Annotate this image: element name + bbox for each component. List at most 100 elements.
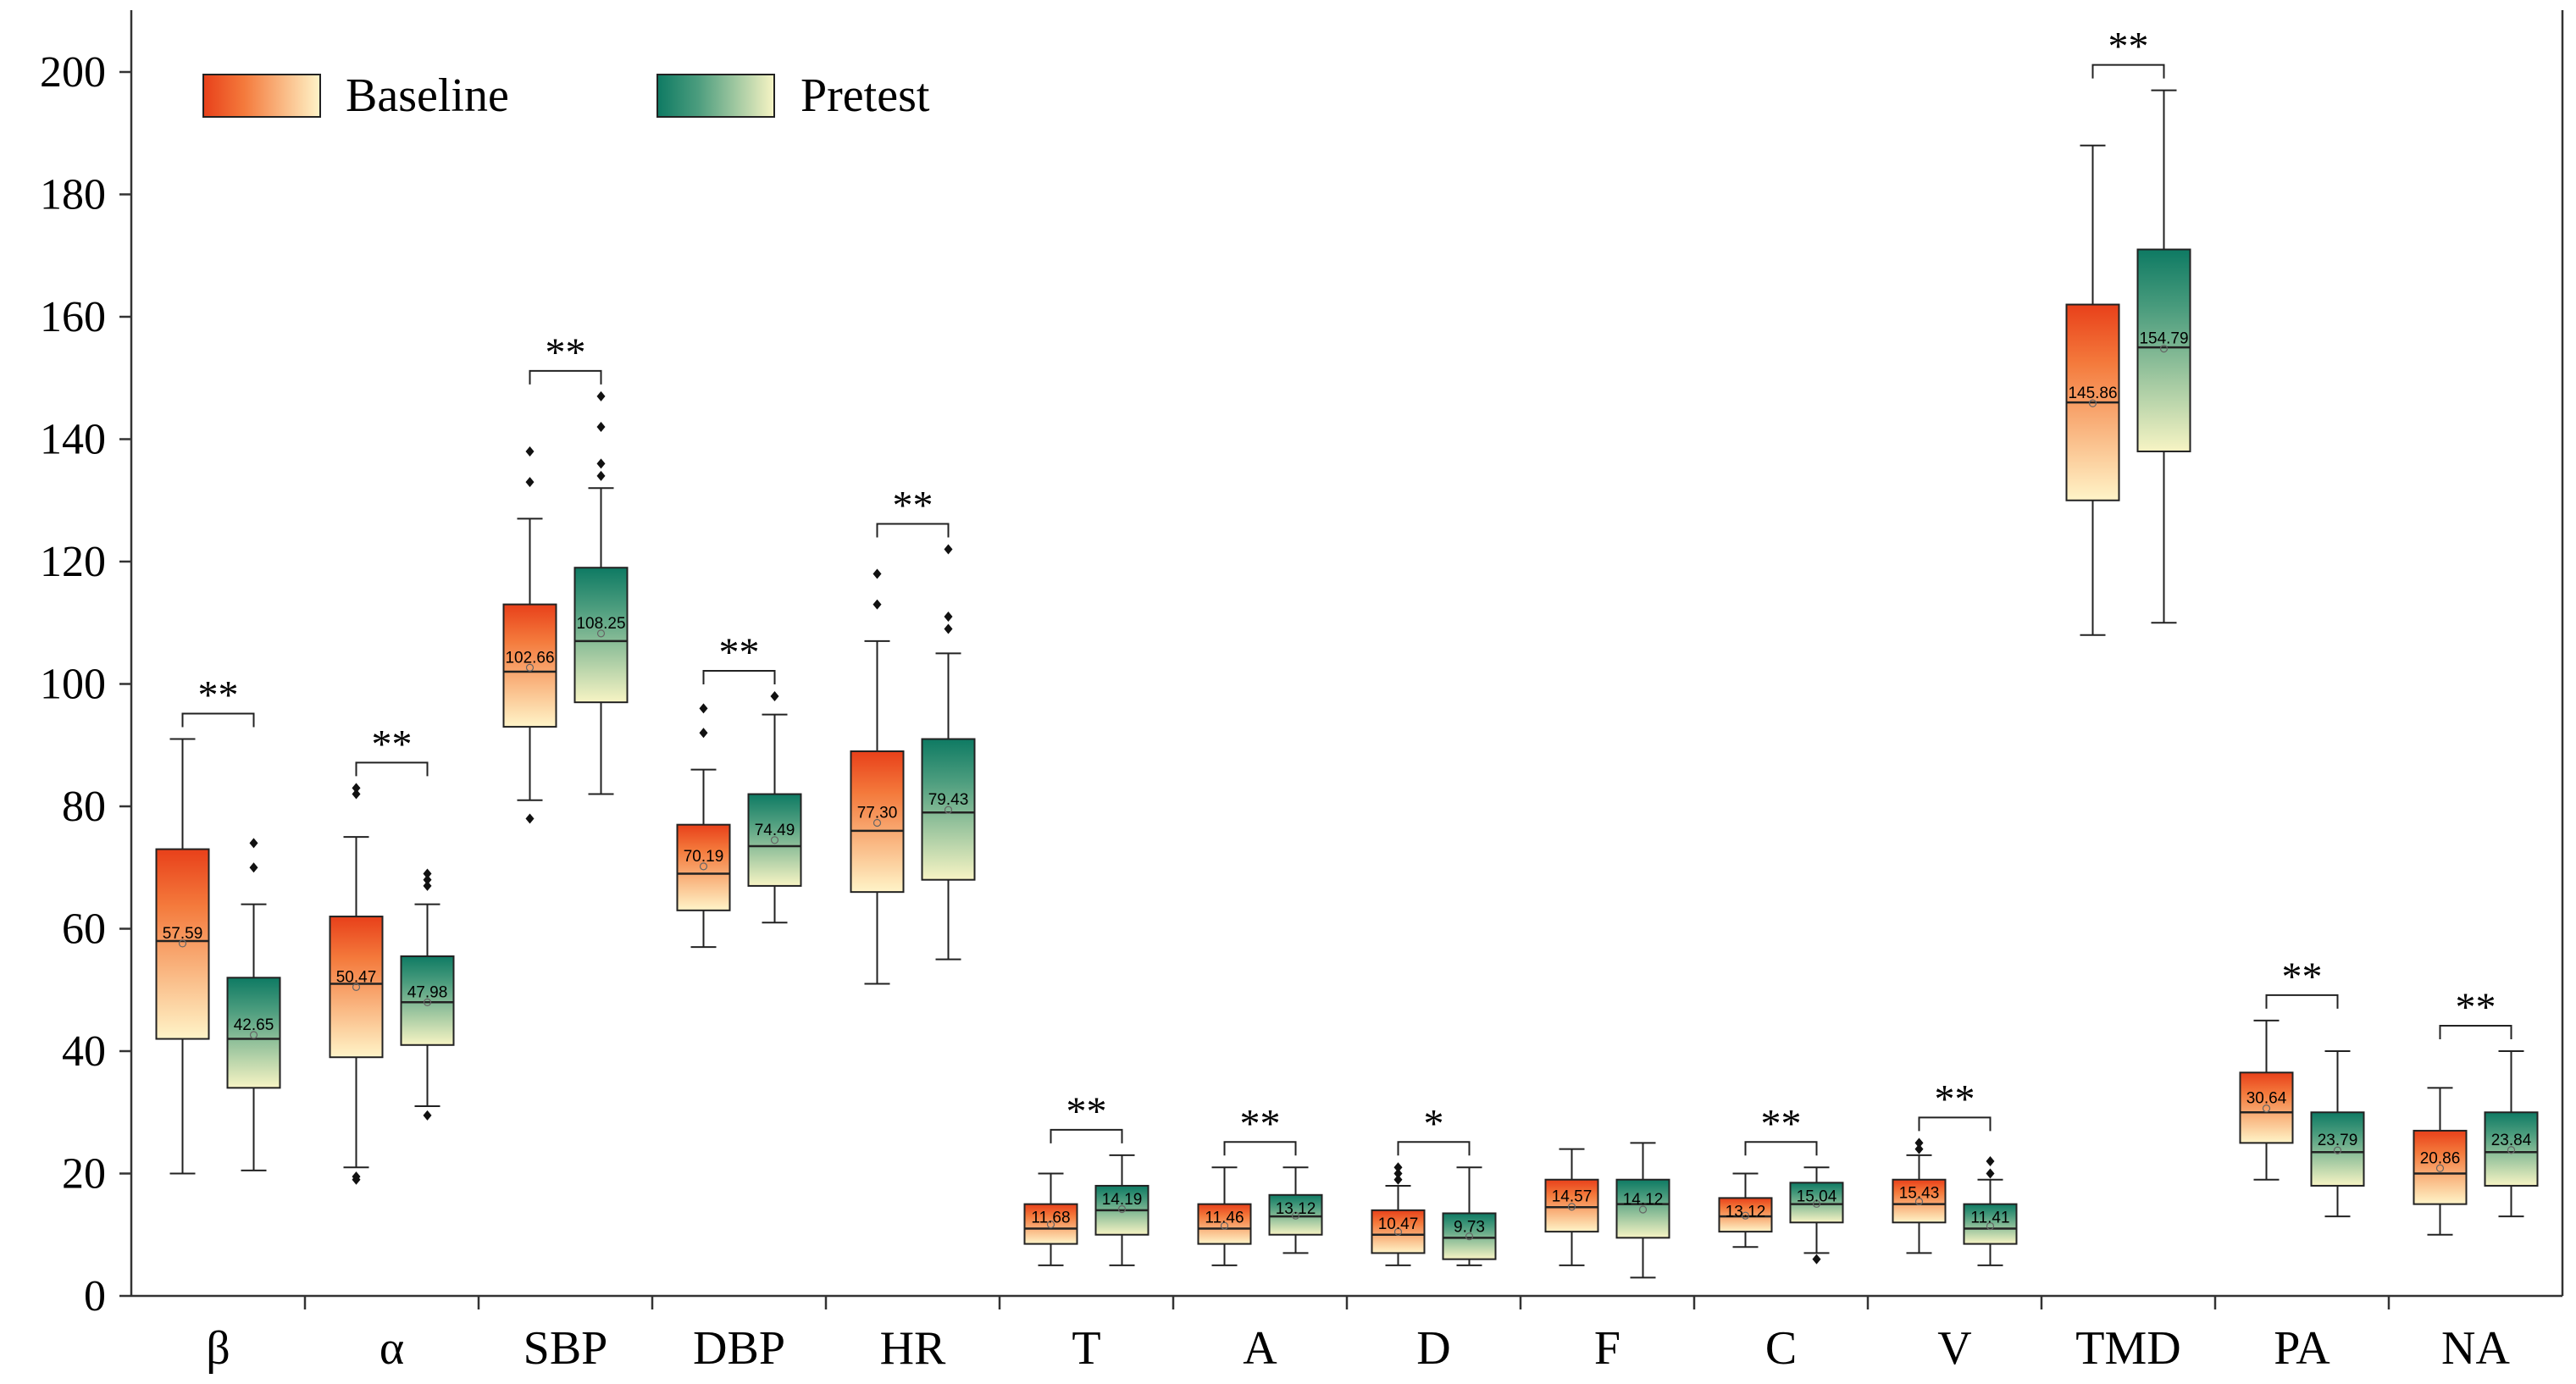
y-tick-label: 120 — [40, 538, 106, 586]
mean-marker — [2435, 1164, 2445, 1172]
mean-label: 13.12 — [1276, 1200, 1316, 1218]
mean-label: 30.64 — [2246, 1090, 2287, 1108]
mean-label: 57.59 — [163, 925, 203, 943]
outlier-point — [770, 690, 779, 701]
box-iqr — [329, 916, 384, 1059]
box-baseline: 14.57 — [1544, 1148, 1599, 1266]
outlier-point — [1393, 1162, 1403, 1173]
box-pretest: 108.25 — [573, 390, 629, 795]
box-iqr — [1197, 1203, 1252, 1245]
outlier-point — [1812, 1254, 1821, 1265]
box-iqr — [1963, 1203, 2018, 1245]
box-pretest: 9.73 — [1442, 1166, 1497, 1266]
outlier-point — [352, 783, 361, 794]
mean-label: 154.79 — [2139, 330, 2188, 348]
box-pretest: 15.04 — [1789, 1166, 1844, 1265]
mean-marker — [1117, 1204, 1127, 1214]
mean-label: 11.46 — [1205, 1210, 1244, 1227]
box-iqr — [1892, 1178, 1947, 1224]
mean-marker — [1465, 1232, 1474, 1241]
box-iqr — [2413, 1129, 2468, 1205]
box-pretest: 154.79 — [2136, 89, 2191, 624]
x-tick-label: NA — [2441, 1322, 2510, 1375]
outlier-point — [944, 544, 953, 555]
significance-label: ** — [2282, 955, 2323, 999]
box-baseline: 10.47 — [1371, 1162, 1426, 1266]
outlier-point — [699, 703, 708, 714]
significance-bracket — [2091, 64, 2165, 79]
mean-marker — [1812, 1199, 1821, 1208]
y-tick-label: 0 — [84, 1272, 106, 1320]
significance-label: ** — [2108, 25, 2149, 69]
outlier-point — [423, 1110, 432, 1121]
outlier-point — [1393, 1168, 1403, 1179]
box-iqr — [1615, 1178, 1670, 1239]
box-pretest: 23.84 — [2484, 1050, 2539, 1218]
box-baseline: 77.30 — [850, 568, 905, 985]
mean-marker — [2507, 1146, 2516, 1154]
mean-marker — [352, 983, 361, 991]
box-pretest: 47.98 — [400, 868, 455, 1121]
box-iqr — [921, 738, 976, 881]
y-tick-label: 180 — [40, 171, 106, 219]
mean-marker — [1914, 1197, 1924, 1206]
box-iqr — [676, 823, 731, 911]
significance-label: ** — [719, 630, 760, 675]
box-baseline: 50.47 — [329, 783, 384, 1185]
legend: Baseline Pretest — [202, 69, 930, 122]
box-pretest: 11.41 — [1963, 1156, 2018, 1266]
outlier-point — [596, 390, 606, 401]
y-tick-label: 40 — [62, 1027, 106, 1076]
legend-swatch-pretest — [656, 74, 775, 118]
significance-label: ** — [1240, 1101, 1281, 1146]
box-iqr — [2484, 1111, 2539, 1187]
mean-marker — [2262, 1104, 2271, 1113]
mean-marker — [2159, 345, 2169, 353]
mean-label: 15.04 — [1797, 1187, 1837, 1205]
x-tick-label: A — [1243, 1322, 1277, 1375]
mean-label: 102.66 — [505, 649, 554, 667]
box-baseline: 30.64 — [2239, 1019, 2294, 1181]
y-tick-label: 20 — [62, 1150, 106, 1199]
legend-label-pretest: Pretest — [800, 69, 930, 122]
mean-label: 79.43 — [928, 791, 969, 809]
mean-marker — [1220, 1221, 1229, 1230]
outlier-point — [944, 612, 953, 623]
box-iqr — [1544, 1178, 1599, 1233]
legend-label-baseline: Baseline — [346, 69, 509, 122]
mean-label: 10.47 — [1378, 1215, 1419, 1233]
significance-bracket — [702, 669, 776, 684]
box-baseline: 57.59 — [155, 738, 210, 1175]
significance-bracket — [181, 712, 255, 728]
significance-label: ** — [1935, 1077, 1975, 1121]
box-pretest: 42.65 — [226, 838, 281, 1171]
mean-label: 74.49 — [755, 822, 795, 839]
box-iqr — [226, 977, 281, 1089]
mean-marker — [944, 805, 953, 814]
outlier-point — [1393, 1174, 1403, 1185]
box-iqr — [502, 603, 557, 728]
significance-label: ** — [893, 484, 933, 529]
mean-label: 11.68 — [1031, 1210, 1070, 1227]
mean-marker — [178, 939, 187, 948]
significance-label: ** — [1761, 1101, 1802, 1146]
x-tick-label: D — [1416, 1322, 1450, 1375]
outlier-point — [944, 623, 953, 634]
box-pretest: 14.19 — [1094, 1154, 1150, 1266]
mean-label: 50.47 — [336, 968, 377, 986]
x-tick-label: C — [1765, 1322, 1797, 1375]
outlier-point — [525, 477, 535, 488]
y-tick-label: 200 — [40, 48, 106, 97]
y-tick-label: 60 — [62, 905, 106, 954]
mean-label: 20.86 — [2420, 1149, 2461, 1167]
outlier-point — [1986, 1168, 1995, 1179]
y-axis-ticks: 0 20 40 60 80 100 120 140 160 180 200 — [40, 48, 131, 1320]
significance-bracket — [1918, 1116, 1992, 1132]
outlier-point — [423, 868, 432, 879]
outlier-point — [1914, 1138, 1924, 1149]
mean-label: 11.41 — [1970, 1210, 2009, 1227]
box-series: 57.59 50.47 102.66 70.19 77.30 11.68 11.46 10.4… — [155, 89, 2539, 1279]
outlier-point — [596, 458, 606, 469]
mean-label: 47.98 — [407, 983, 448, 1001]
